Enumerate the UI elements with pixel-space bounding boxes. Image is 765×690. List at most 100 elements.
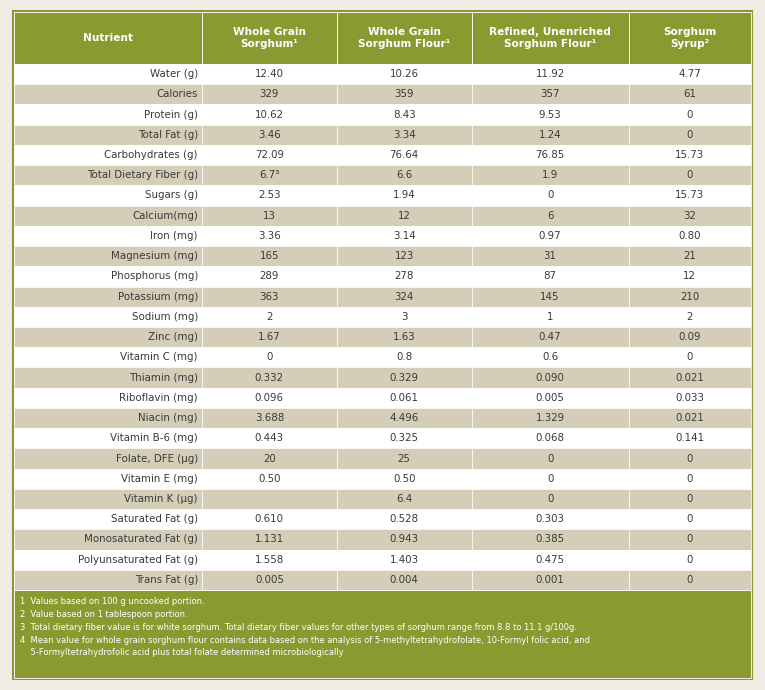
Text: Iron (mg): Iron (mg): [151, 231, 198, 241]
Bar: [337, 368, 472, 388]
Bar: [472, 469, 629, 489]
Text: Phosphorus (mg): Phosphorus (mg): [111, 271, 198, 282]
Bar: [472, 206, 629, 226]
Text: 278: 278: [395, 271, 414, 282]
Bar: [337, 145, 472, 165]
Bar: [202, 428, 337, 448]
Bar: [629, 368, 751, 388]
Text: 0: 0: [266, 353, 272, 362]
Bar: [202, 509, 337, 529]
Text: 4.496: 4.496: [389, 413, 419, 423]
Bar: [472, 165, 629, 186]
Bar: [472, 145, 629, 165]
Text: Potassium (mg): Potassium (mg): [118, 292, 198, 302]
Bar: [472, 84, 629, 104]
Text: Saturated Fat (g): Saturated Fat (g): [111, 514, 198, 524]
Text: 0: 0: [687, 110, 693, 119]
Bar: [14, 388, 202, 408]
Bar: [629, 388, 751, 408]
Text: 0: 0: [547, 453, 553, 464]
Bar: [629, 84, 751, 104]
Text: 6.4: 6.4: [396, 494, 412, 504]
Bar: [14, 64, 202, 84]
Bar: [14, 489, 202, 509]
Bar: [472, 286, 629, 307]
Bar: [629, 206, 751, 226]
Bar: [14, 307, 202, 327]
Bar: [629, 246, 751, 266]
Text: 210: 210: [680, 292, 699, 302]
Text: Protein (g): Protein (g): [144, 110, 198, 119]
Bar: [337, 448, 472, 469]
Bar: [14, 448, 202, 469]
Text: 0.005: 0.005: [255, 575, 284, 585]
Bar: [202, 145, 337, 165]
Bar: [629, 165, 751, 186]
Bar: [472, 186, 629, 206]
Text: 31: 31: [544, 251, 557, 262]
Text: 2.53: 2.53: [258, 190, 281, 201]
Bar: [202, 246, 337, 266]
Text: 15.73: 15.73: [675, 190, 705, 201]
Bar: [202, 165, 337, 186]
Bar: [14, 12, 202, 64]
Text: 3.46: 3.46: [258, 130, 281, 140]
Text: Water (g): Water (g): [150, 69, 198, 79]
Text: 1.9: 1.9: [542, 170, 558, 180]
Bar: [14, 509, 202, 529]
Bar: [472, 125, 629, 145]
Bar: [629, 327, 751, 347]
Text: 0.6: 0.6: [542, 353, 558, 362]
Text: Vitamin E (mg): Vitamin E (mg): [121, 474, 198, 484]
Text: 0.021: 0.021: [675, 373, 705, 382]
Bar: [337, 428, 472, 448]
Text: 0: 0: [547, 494, 553, 504]
Text: 0.47: 0.47: [539, 332, 562, 342]
Bar: [337, 246, 472, 266]
Text: 0.303: 0.303: [536, 514, 565, 524]
Bar: [629, 529, 751, 549]
Text: 145: 145: [540, 292, 560, 302]
Text: Vitamin C (mg): Vitamin C (mg): [120, 353, 198, 362]
Text: 15.73: 15.73: [675, 150, 705, 160]
Bar: [337, 388, 472, 408]
Text: Thiamin (mg): Thiamin (mg): [129, 373, 198, 382]
Bar: [14, 408, 202, 428]
Bar: [202, 368, 337, 388]
Text: 0: 0: [687, 514, 693, 524]
Bar: [14, 165, 202, 186]
Bar: [14, 286, 202, 307]
Text: 3.688: 3.688: [255, 413, 284, 423]
Bar: [202, 104, 337, 125]
Bar: [202, 266, 337, 286]
Bar: [202, 84, 337, 104]
Text: Vitamin K (μg): Vitamin K (μg): [125, 494, 198, 504]
Bar: [14, 570, 202, 590]
Text: 0.385: 0.385: [536, 535, 565, 544]
Bar: [472, 509, 629, 529]
Text: 0.528: 0.528: [389, 514, 418, 524]
Bar: [629, 145, 751, 165]
Bar: [629, 448, 751, 469]
Bar: [14, 186, 202, 206]
Text: Sugars (g): Sugars (g): [145, 190, 198, 201]
Bar: [472, 428, 629, 448]
Bar: [629, 408, 751, 428]
Text: 0.001: 0.001: [536, 575, 565, 585]
Text: 0.610: 0.610: [255, 514, 284, 524]
Bar: [337, 307, 472, 327]
Bar: [629, 549, 751, 570]
Bar: [202, 206, 337, 226]
Text: 0.97: 0.97: [539, 231, 562, 241]
Text: 9.53: 9.53: [539, 110, 562, 119]
Bar: [629, 570, 751, 590]
Text: 0.80: 0.80: [679, 231, 701, 241]
Text: 12: 12: [683, 271, 696, 282]
Text: 0: 0: [687, 494, 693, 504]
Text: Trans Fat (g): Trans Fat (g): [135, 575, 198, 585]
Text: 32: 32: [683, 210, 696, 221]
Text: Total Fat (g): Total Fat (g): [138, 130, 198, 140]
Bar: [202, 125, 337, 145]
Text: 0: 0: [687, 474, 693, 484]
Text: Nutrient: Nutrient: [83, 33, 133, 43]
